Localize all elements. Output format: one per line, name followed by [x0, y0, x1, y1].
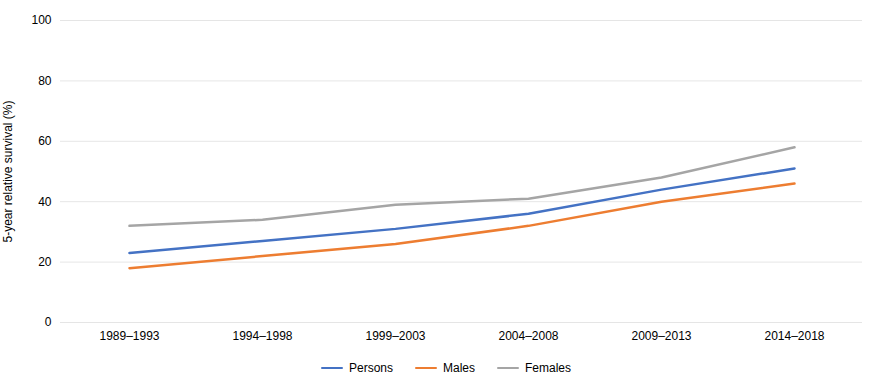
svg-text:1994–1998: 1994–1998 [232, 329, 292, 343]
svg-text:2004–2008: 2004–2008 [498, 329, 558, 343]
svg-text:5-year relative survival (%): 5-year relative survival (%) [1, 100, 15, 242]
svg-text:2014–2018: 2014–2018 [764, 329, 824, 343]
svg-text:80: 80 [38, 74, 52, 88]
svg-text:40: 40 [38, 195, 52, 209]
html-text:Persons: Persons [349, 361, 393, 375]
svg-text:1999–2003: 1999–2003 [365, 329, 425, 343]
svg-text:0: 0 [45, 315, 52, 329]
html-text:Males: Males [443, 361, 475, 375]
svg-text:100: 100 [31, 13, 51, 27]
html-text:Females: Females [525, 361, 571, 375]
svg-text:60: 60 [38, 134, 52, 148]
svg-text:20: 20 [38, 255, 52, 269]
svg-text:1989–1993: 1989–1993 [99, 329, 159, 343]
svg-text:2009–2013: 2009–2013 [631, 329, 691, 343]
